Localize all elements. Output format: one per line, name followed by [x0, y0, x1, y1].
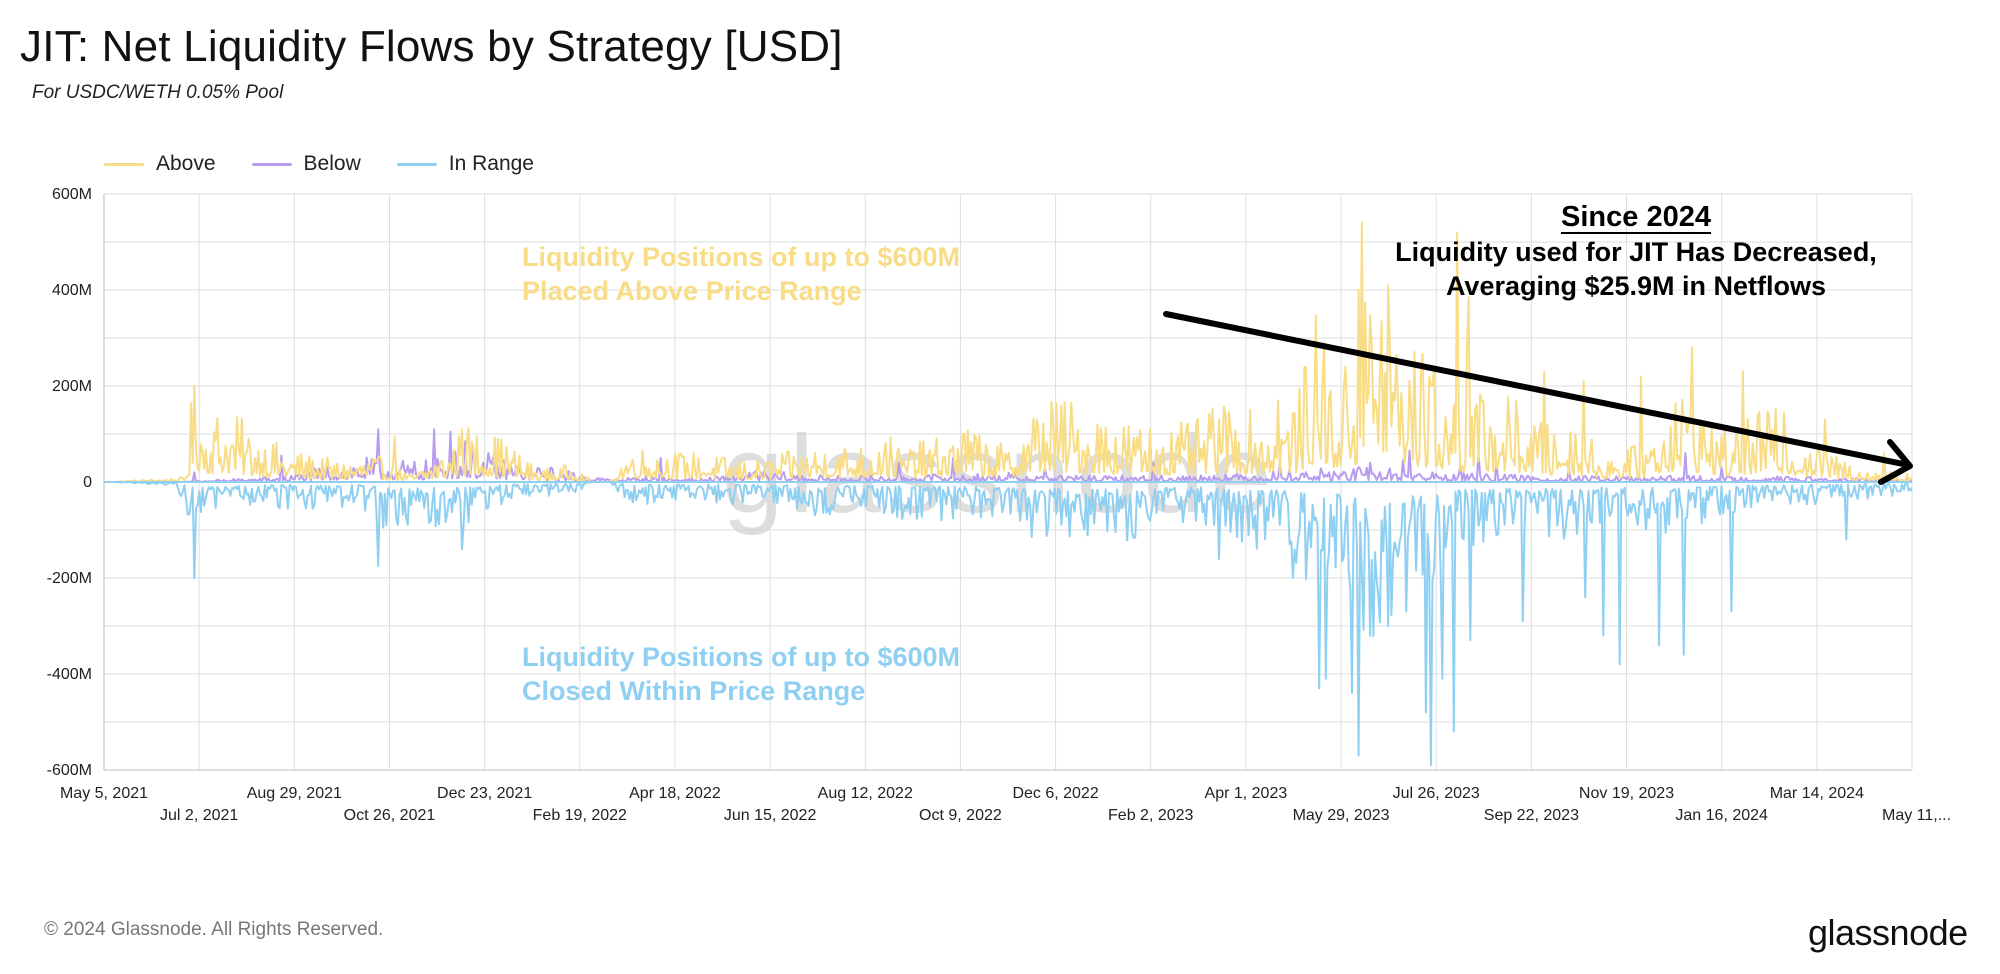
- x-tick-label: Jun 15, 2022: [724, 807, 817, 824]
- glassnode-logo[interactable]: glassnode: [1808, 912, 1968, 953]
- legend-label-in-range: In Range: [448, 152, 534, 175]
- y-tick-label: -600M: [47, 762, 92, 779]
- x-tick-label: Apr 1, 2023: [1205, 785, 1288, 802]
- x-tick-label: Dec 23, 2021: [437, 785, 532, 802]
- x-tick-label: Aug 12, 2022: [818, 785, 913, 802]
- x-tick-label: Jul 26, 2023: [1393, 785, 1480, 802]
- x-tick-label: May 5, 2021: [60, 785, 148, 802]
- x-tick-label: May 11,...: [1882, 807, 1951, 824]
- legend-swatch-in-range: [396, 162, 437, 166]
- annotation-trend-line2: Averaging $25.9M in Netflows: [1446, 271, 1826, 301]
- y-tick-label: 0: [83, 474, 92, 491]
- x-tick-label: Feb 2, 2023: [1108, 807, 1194, 824]
- y-tick-label: 400M: [52, 282, 92, 299]
- x-tick-label: Jul 2, 2021: [160, 807, 238, 824]
- x-tick-label: Aug 29, 2021: [247, 785, 342, 802]
- x-tick-label: Apr 18, 2022: [629, 785, 721, 802]
- x-tick-label: Mar 14, 2024: [1770, 785, 1864, 802]
- chart-title: JIT: Net Liquidity Flows by Strategy [US…: [20, 22, 843, 71]
- annotation-above: Liquidity Positions of up to $600M Place…: [522, 242, 960, 306]
- y-tick-label: -400M: [47, 666, 92, 683]
- x-tick-label: Jan 16, 2024: [1675, 807, 1768, 824]
- legend-item-below[interactable]: Below: [251, 152, 361, 176]
- annotation-trend-heading: Since 2024: [1561, 201, 1711, 233]
- x-tick-label: Oct 26, 2021: [344, 807, 436, 824]
- copyright: © 2024 Glassnode. All Rights Reserved.: [44, 919, 384, 940]
- y-tick-label: 600M: [52, 186, 92, 203]
- annotation-trend-line1: Liquidity used for JIT Has Decreased,: [1395, 237, 1877, 267]
- annotation-trend: Since 2024 Liquidity used for JIT Has De…: [1163, 201, 1913, 485]
- annotation-in-range-line1: Liquidity Positions of up to $600M: [522, 642, 960, 672]
- x-tick-label: Feb 19, 2022: [533, 807, 627, 824]
- y-tick-label: 200M: [52, 378, 92, 395]
- annotation-above-line2: Placed Above Price Range: [522, 276, 862, 306]
- legend-label-above: Above: [156, 152, 216, 175]
- x-tick-label: May 29, 2023: [1293, 807, 1390, 824]
- annotation-in-range: Liquidity Positions of up to $600M Close…: [522, 642, 960, 706]
- legend-swatch-below: [251, 162, 292, 166]
- series-line-in-range: [104, 481, 1913, 767]
- annotation-above-line1: Liquidity Positions of up to $600M: [522, 242, 960, 272]
- axes: 600M 400M 200M 0 -200M -400M -600M May 5, 2021 J…: [47, 186, 1951, 824]
- x-tick-label: Dec 6, 2022: [1012, 785, 1098, 802]
- x-tick-label: Oct 9, 2022: [919, 807, 1002, 824]
- legend-item-in-range[interactable]: In Range: [396, 152, 534, 176]
- series-layer: [104, 221, 1913, 767]
- annotation-in-range-line2: Closed Within Price Range: [522, 676, 865, 706]
- legend-label-below: Below: [303, 152, 361, 175]
- chart-subtitle: For USDC/WETH 0.05% Pool: [32, 82, 284, 103]
- watermark: glassnode: [722, 413, 1278, 536]
- y-tick-label: -200M: [47, 570, 92, 587]
- legend-swatch-above: [104, 162, 144, 166]
- x-tick-label: Nov 19, 2023: [1579, 785, 1674, 802]
- series-line-above: [104, 221, 1913, 483]
- trend-arrow-head: [1878, 439, 1913, 485]
- legend-item-above[interactable]: Above: [104, 152, 216, 176]
- trend-arrow-line: [1163, 311, 1911, 468]
- x-tick-label: Sep 22, 2023: [1484, 807, 1579, 824]
- legend: Above Below In Range: [104, 152, 534, 176]
